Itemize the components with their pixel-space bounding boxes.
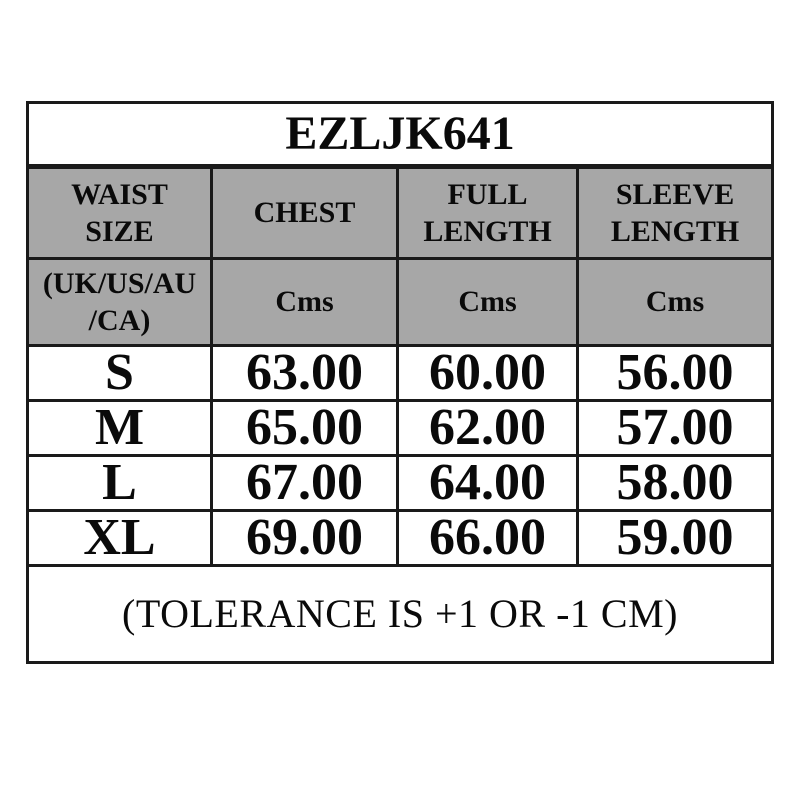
title-row: EZLJK641 <box>25 101 775 169</box>
size-label-cell: M <box>26 399 213 457</box>
size-chart-table: EZLJK641 WAIST SIZE CHEST FULL LENGTH SL… <box>25 101 775 664</box>
subheader-region: (UK/US/AU /CA) <box>26 257 213 347</box>
size-label-cell: S <box>26 344 213 402</box>
size-row-m: M 65.00 62.00 57.00 <box>26 399 775 457</box>
full-length-value-cell: 66.00 <box>396 509 579 567</box>
full-length-value-cell: 62.00 <box>396 399 579 457</box>
sleeve-length-value-cell: 57.00 <box>575 399 775 457</box>
size-row-xl: XL 69.00 66.00 59.00 <box>26 509 775 567</box>
tolerance-note: (TOLERANCE IS +1 OR -1 CM) <box>25 564 775 664</box>
full-length-value-cell: 64.00 <box>396 454 579 512</box>
size-label-cell: XL <box>26 509 213 567</box>
unit-header-row: (UK/US/AU /CA) Cms Cms Cms <box>26 257 775 347</box>
size-label-cell: L <box>26 454 213 512</box>
chest-value-cell: 67.00 <box>210 454 399 512</box>
column-header-row: WAIST SIZE CHEST FULL LENGTH SLEEVE LENG… <box>26 165 775 260</box>
chest-value-cell: 69.00 <box>210 509 399 567</box>
column-header-waist-size: WAIST SIZE <box>26 165 213 260</box>
size-row-s: S 63.00 60.00 56.00 <box>26 344 775 402</box>
product-code-title: EZLJK641 <box>25 101 775 169</box>
chest-value-cell: 63.00 <box>210 344 399 402</box>
footer-row: (TOLERANCE IS +1 OR -1 CM) <box>25 564 775 664</box>
chest-value-cell: 65.00 <box>210 399 399 457</box>
full-length-value-cell: 60.00 <box>396 344 579 402</box>
subheader-unit-sleeve-length: Cms <box>575 257 775 347</box>
subheader-unit-chest: Cms <box>210 257 399 347</box>
sleeve-length-value-cell: 58.00 <box>575 454 775 512</box>
size-row-l: L 67.00 64.00 58.00 <box>26 454 775 512</box>
column-header-chest: CHEST <box>210 165 399 260</box>
column-header-sleeve-length: SLEEVE LENGTH <box>575 165 775 260</box>
sleeve-length-value-cell: 56.00 <box>575 344 775 402</box>
subheader-unit-full-length: Cms <box>396 257 579 347</box>
sleeve-length-value-cell: 59.00 <box>575 509 775 567</box>
column-header-full-length: FULL LENGTH <box>396 165 579 260</box>
